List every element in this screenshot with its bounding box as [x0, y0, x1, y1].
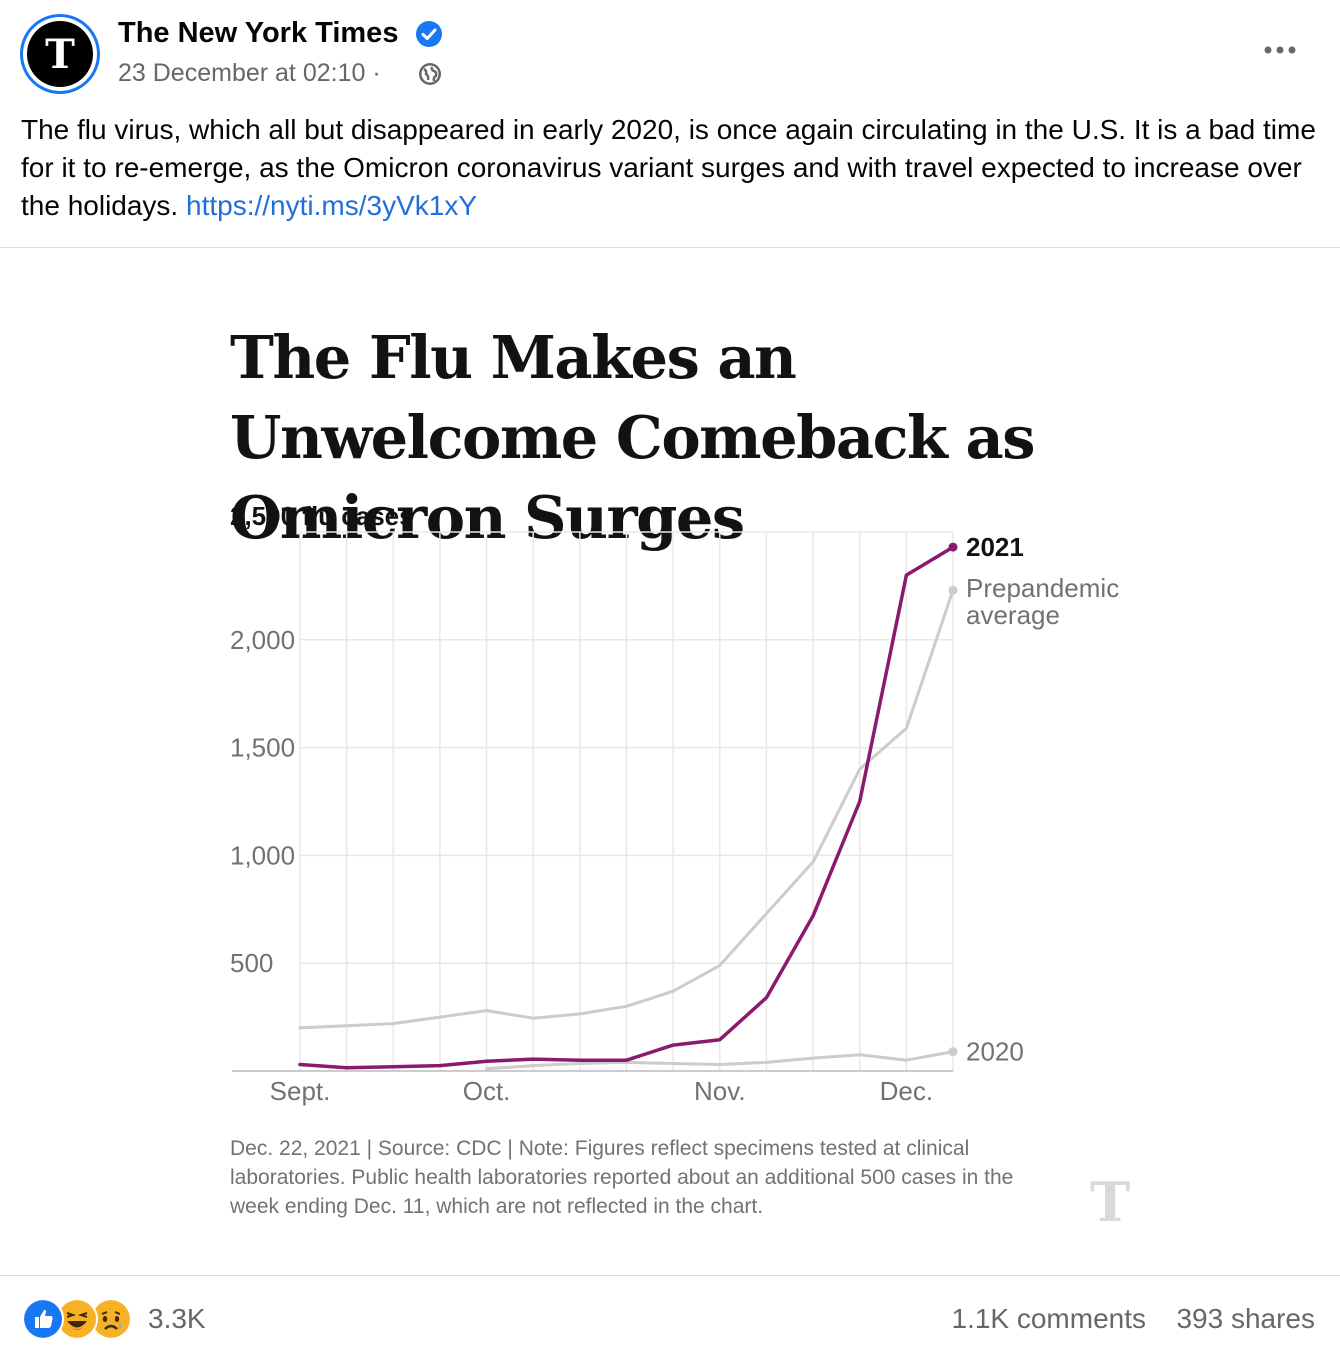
series-label-2021: 2021 [966, 532, 1024, 562]
page-avatar[interactable]: T [20, 14, 100, 94]
divider-top [0, 247, 1340, 248]
divider-bottom [0, 1275, 1340, 1276]
series-line-2020 [485, 1050, 955, 1071]
article-link[interactable]: https://nyti.ms/3yVk1xY [186, 190, 477, 221]
verified-badge-icon [416, 21, 442, 47]
series-end-point [948, 585, 958, 595]
comments-count-link[interactable]: 1.1K comments [951, 1303, 1146, 1334]
caption-text: The flu virus, which all but disappeared… [21, 114, 1316, 221]
y-tick-label: 1,000 [230, 840, 295, 870]
chart-y-top-label: 2,500 flu cases [230, 501, 414, 531]
y-tick-label: 2,000 [230, 625, 295, 655]
x-tick-label: Dec. [880, 1076, 933, 1106]
post-footer: 3.3K 1.1K comments 393 shares [0, 1290, 1340, 1350]
series-label-prepandemic-line2: average [966, 600, 1060, 630]
nyt-watermark-icon: T [1090, 1170, 1131, 1234]
chart-source-note: Dec. 22, 2021 | Source: CDC | Note: Figu… [230, 1137, 1014, 1218]
more-options-icon[interactable] [1262, 36, 1298, 64]
series-label-prepandemic-line1: Prepandemic [966, 573, 1119, 603]
x-tick-label: Nov. [694, 1076, 746, 1106]
like-reaction-icon [22, 1298, 64, 1340]
y-tick-label: 500 [230, 948, 273, 978]
series-end-point [948, 1047, 958, 1057]
series-line-2021 [298, 545, 955, 1070]
meta-separator: · [372, 59, 381, 87]
shares-count-link[interactable]: 393 shares [1176, 1303, 1315, 1334]
y-tick-label: 1,500 [230, 733, 295, 763]
reaction-icons[interactable] [22, 1298, 142, 1340]
post-timestamp-link[interactable]: 23 December at 02:10 · [118, 59, 381, 88]
post-image[interactable] [0, 249, 1340, 1274]
post-header: T The New York Times 23 December at 02:1… [0, 0, 1340, 110]
post-caption: The flu virus, which all but disappeared… [21, 111, 1321, 225]
globe-icon [419, 63, 441, 85]
reaction-count[interactable]: 3.3K [148, 1303, 206, 1334]
x-tick-label: Oct. [463, 1076, 511, 1106]
series-label-2020: 2020 [966, 1037, 1024, 1067]
nyt-logo-icon: T [27, 21, 93, 87]
page-name-link[interactable]: The New York Times [118, 17, 399, 49]
series-end-point [948, 542, 958, 552]
post-timestamp: 23 December at 02:10 [118, 59, 366, 87]
chart-title: The Flu Makes an Unwelcome Comeback as O… [230, 323, 1035, 552]
x-tick-label: Sept. [270, 1076, 331, 1106]
series-line-prepandemic-average [298, 588, 955, 1030]
